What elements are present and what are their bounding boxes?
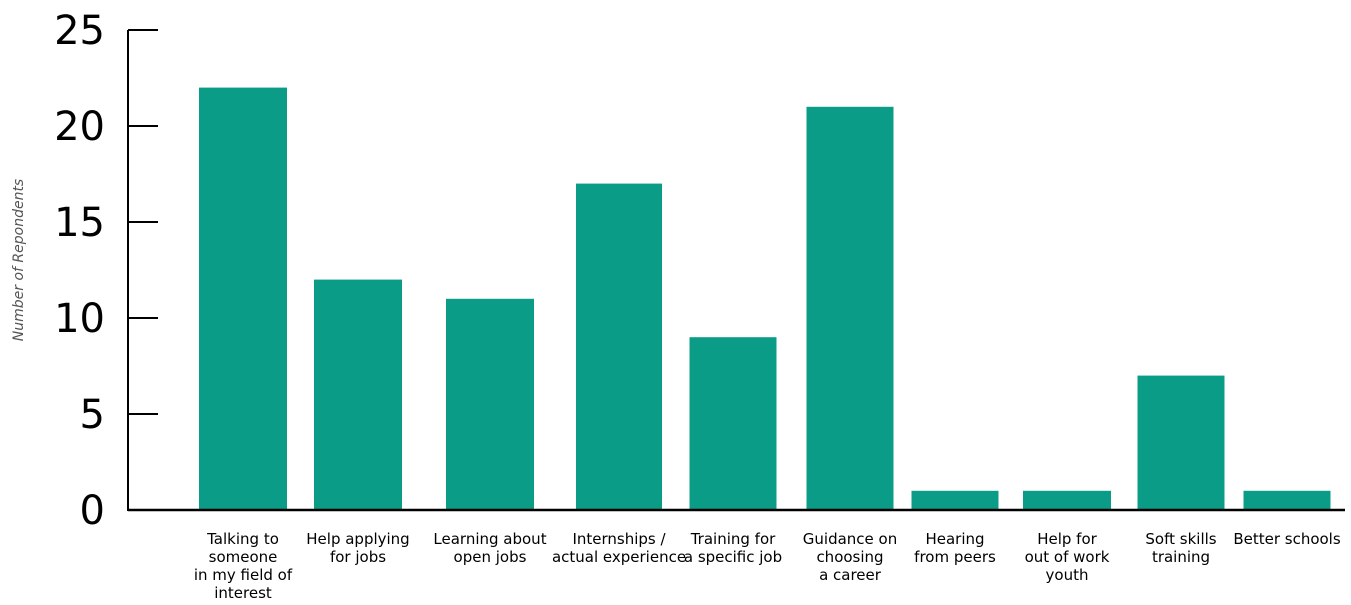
x-tick-label-line: training [1152, 548, 1210, 566]
x-tick-label-line: Help applying [306, 530, 409, 548]
x-tick-label-line: Help for [1037, 530, 1097, 548]
y-tick-label: 15 [54, 200, 105, 246]
x-tick-label-line: Talking to [206, 530, 279, 548]
x-tick-label-line: Training for [690, 530, 776, 548]
x-tick-label-line: for jobs [330, 548, 386, 566]
y-tick-label: 10 [54, 296, 105, 342]
bar [576, 183, 662, 510]
x-tick-label-line: out of work [1025, 548, 1110, 566]
x-tick-label-line: Guidance on [803, 530, 897, 548]
y-tick-label: 5 [80, 392, 105, 438]
x-tick-label-line: a specific job [684, 548, 782, 566]
bar [911, 490, 999, 510]
y-tick-label: 20 [54, 104, 105, 150]
x-tick-label: Help for out of work youth [1025, 530, 1110, 584]
x-tick-label: Help applying for jobs [306, 530, 409, 566]
bar [689, 337, 777, 510]
x-tick-label-line: Better schools [1233, 530, 1341, 548]
x-tick-label: Internships / actual experience [552, 530, 686, 566]
x-tick-label-line: someone [209, 548, 278, 566]
x-tick-label-line: Hearing [925, 530, 984, 548]
x-tick-label-line: open jobs [454, 548, 527, 566]
x-ticks-group: Talking to someone in my field of interest H… [194, 530, 1341, 602]
x-tick-label-line: youth [1046, 566, 1089, 584]
bar [1137, 375, 1225, 510]
y-ticks-group: 0 5 10 15 20 25 [54, 8, 158, 534]
x-tick-label: Learning about open jobs [433, 530, 546, 566]
x-tick-label-line: Soft skills [1145, 530, 1216, 548]
bar [1023, 490, 1111, 510]
x-tick-label: Better schools [1233, 530, 1341, 548]
x-tick-label-line: choosing [816, 548, 883, 566]
y-tick-label: 25 [54, 8, 105, 54]
x-tick-label: Talking to someone in my field of interest [194, 530, 293, 602]
x-tick-label-line: Internships / [572, 530, 666, 548]
x-tick-label-line: from peers [914, 548, 996, 566]
x-tick-label-line: actual experience [552, 548, 686, 566]
bars-group [199, 87, 1331, 511]
x-tick-label-line: in my field of [194, 566, 293, 584]
x-tick-label-line: interest [214, 584, 272, 602]
y-axis-label: Number of Repondents [11, 179, 27, 341]
x-tick-label: Guidance on choosing a career [803, 530, 897, 584]
bar [1243, 490, 1331, 510]
x-tick-label-line: Learning about [433, 530, 546, 548]
x-tick-label: Soft skills training [1145, 530, 1216, 566]
x-tick-label: Training for a specific job [684, 530, 782, 566]
bar [446, 298, 534, 510]
bar [199, 87, 287, 510]
bar [806, 106, 894, 511]
axes-group [127, 30, 1345, 512]
x-tick-label: Hearing from peers [914, 530, 996, 566]
bar [314, 279, 402, 510]
x-tick-label-line: a career [819, 566, 882, 584]
y-tick-label: 0 [80, 488, 105, 534]
